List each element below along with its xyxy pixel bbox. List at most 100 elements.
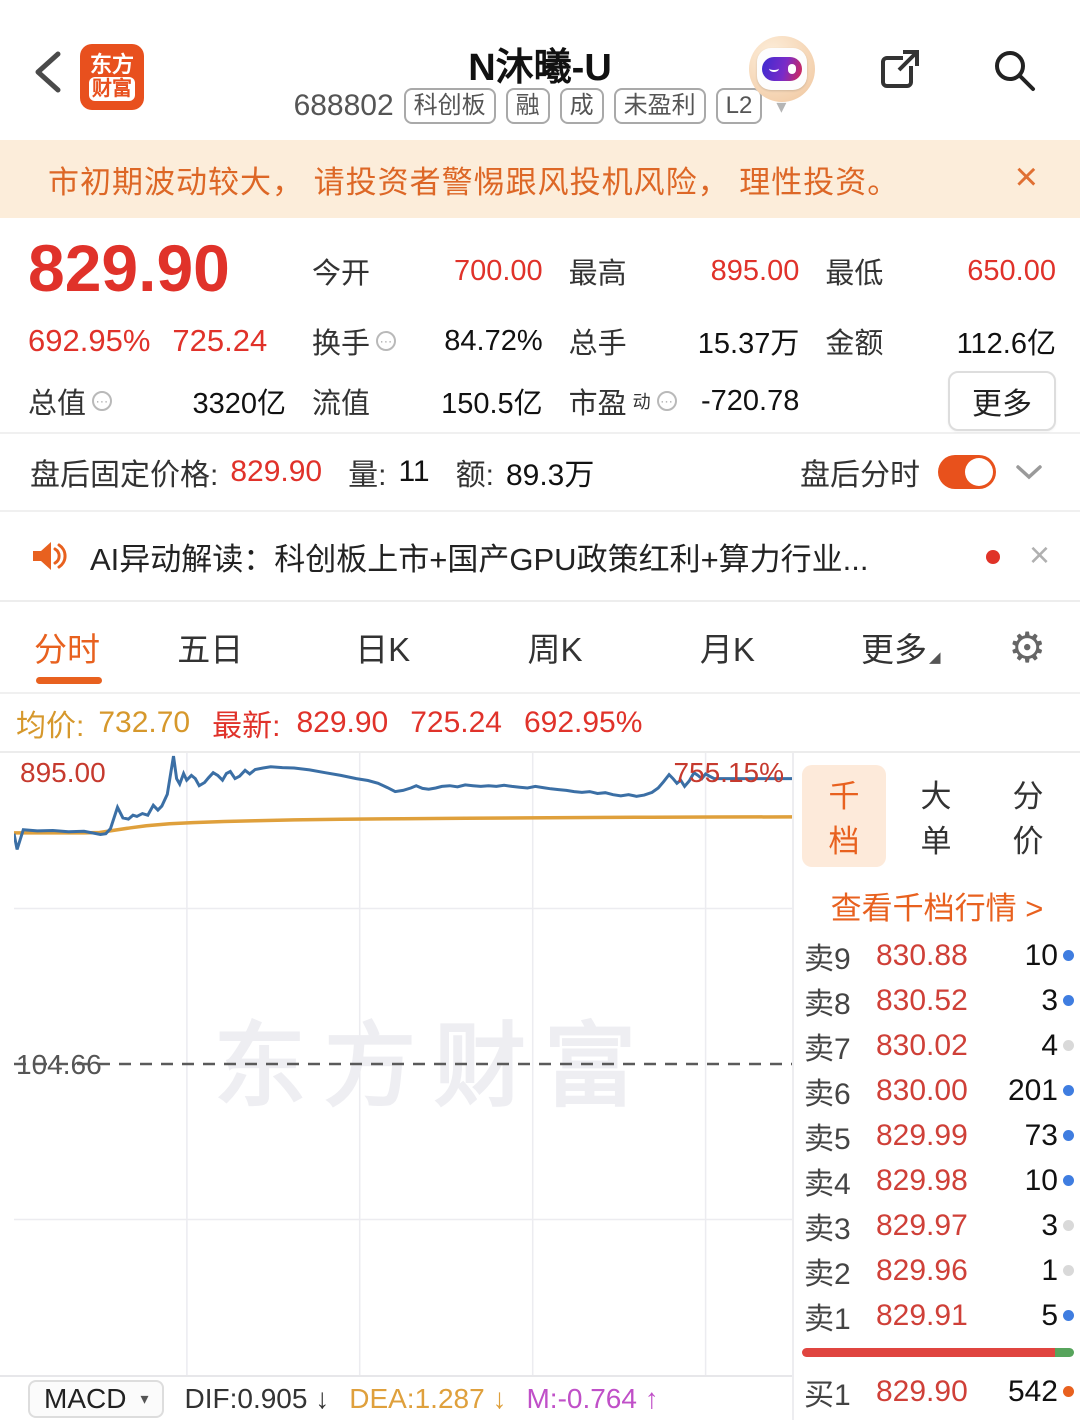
logo-line1: 东方 — [89, 52, 134, 77]
order-volume: 542 — [1007, 1374, 1058, 1408]
orderbook-tab-priceband[interactable]: 分价 — [1012, 779, 1044, 859]
info-icon[interactable]: ⋯ — [92, 391, 113, 411]
order-price: 829.90 — [876, 1374, 968, 1408]
order-volume: 3 — [1041, 1208, 1058, 1242]
order-price: 829.96 — [876, 1253, 968, 1287]
buy-sell-ratio-bar — [802, 1348, 1074, 1357]
orderbook-row[interactable]: 卖7 830.02 4 — [794, 1023, 1080, 1068]
tab-5day[interactable]: 五日 — [177, 631, 244, 668]
search-icon[interactable] — [988, 44, 1040, 96]
orderbook-row[interactable]: 卖3 829.97 3 — [794, 1203, 1080, 1248]
macd-dif: DIF:0.905 ↓ — [184, 1382, 330, 1414]
stock-code-row[interactable]: 688802 科创板 融 成 未盈利 L2 ▾ — [0, 88, 1080, 124]
after-hours-amt: 89.3万 — [505, 459, 595, 492]
order-price: 830.52 — [876, 983, 968, 1017]
indicator-bar: MACD ▾ DIF:0.905 ↓ DEA:1.287 ↓ M:-0.764 … — [0, 1375, 792, 1420]
order-flag-dot — [1063, 1386, 1074, 1397]
price-line — [14, 755, 792, 850]
order-price: 830.02 — [876, 1028, 968, 1062]
watermark: 东方财富 — [214, 1016, 654, 1118]
chevron-down-icon[interactable] — [1014, 463, 1044, 481]
last-price: 829.90 — [28, 231, 230, 305]
after-hours-price: 829.90 — [230, 455, 323, 488]
order-volume: 3 — [1041, 983, 1058, 1017]
order-level: 卖4 — [804, 1167, 851, 1201]
stat-float-cap: 流值 150.5亿 — [312, 388, 543, 420]
order-level: 卖2 — [804, 1257, 851, 1291]
view-thousand-link[interactable]: 查看千档行情 > — [830, 891, 1044, 926]
order-volume: 73 — [1024, 1118, 1058, 1152]
orderbook-row[interactable]: 卖5 829.99 73 — [794, 1113, 1080, 1158]
badge-l2: L2 — [715, 88, 763, 124]
orderbook-row[interactable]: 卖2 829.96 1 — [794, 1248, 1080, 1293]
period-tabs: 分时 五日 日K 周K 月K 更多 ◢ ⚙ — [0, 602, 1080, 694]
badge-star-market: 科创板 — [403, 88, 496, 124]
macd-m: M:-0.764 ↑ — [526, 1382, 659, 1414]
ai-insight-bar[interactable]: AI异动解读：科创板上市+国产GPU政策红利+算力行业... × — [0, 512, 1080, 602]
tab-weekly-k[interactable]: 周K — [527, 631, 583, 668]
after-hours-toggle[interactable] — [938, 455, 996, 489]
tab-intraday[interactable]: 分时 — [34, 602, 124, 692]
tab-daily-k[interactable]: 日K — [355, 631, 411, 668]
eastmoney-logo[interactable]: 东方 财富 — [80, 44, 144, 110]
order-flag-dot — [1063, 995, 1074, 1006]
after-hours-label: 盘后固定价格: — [30, 459, 219, 492]
chart-percent-label: 755.15% — [673, 757, 784, 788]
order-level: 买2 — [804, 1415, 876, 1420]
orderbook-row[interactable]: 卖1 829.91 5 — [794, 1293, 1080, 1338]
logo-line2: 财富 — [89, 77, 135, 101]
speaker-icon — [33, 542, 67, 570]
order-price: 829.99 — [876, 1118, 968, 1152]
stat-open: 今开 700.00 — [312, 254, 543, 291]
after-hours-vol: 11 — [398, 455, 430, 488]
assistant-avatar[interactable] — [749, 36, 815, 102]
chevron-down-icon: ▾ — [140, 1390, 149, 1408]
order-volume: 5 — [1041, 1298, 1058, 1332]
orderbook-row[interactable]: 买2829.892 — [794, 1414, 1080, 1420]
back-icon[interactable] — [28, 48, 72, 96]
risk-warning-text: 市初期波动较大， 请投资者警惕跟风投机风险， 理性投资。 — [48, 164, 900, 200]
gear-icon[interactable]: ⚙ — [1008, 623, 1047, 671]
orderbook-row[interactable]: 卖4 829.98 10 — [794, 1158, 1080, 1203]
chevron-down-icon[interactable]: ▾ — [776, 95, 787, 118]
orderbook-row[interactable]: 买1 829.90 542 — [794, 1369, 1080, 1414]
orderbook-tab-bigorders[interactable]: 大单 — [920, 779, 952, 859]
banner-close-icon[interactable]: × — [1014, 155, 1038, 199]
orderbook-row[interactable]: 卖8 830.52 3 — [794, 978, 1080, 1023]
order-flag-dot — [1063, 1265, 1074, 1276]
order-flag-dot — [1063, 1040, 1074, 1051]
after-hours-row: 盘后固定价格: 829.90 量: 11 额: 89.3万 盘后分时 — [0, 432, 1080, 512]
chart-legend: 均价: 732.70 最新: 829.90 725.24 692.95% — [0, 694, 1080, 753]
info-icon[interactable]: ⋯ — [376, 331, 397, 351]
after-hours-amt-label: 额: — [455, 459, 494, 492]
stat-low: 最低 650.00 — [825, 254, 1056, 291]
change-amount: 725.24 — [172, 323, 268, 358]
stat-high: 最高 895.00 — [568, 254, 800, 291]
ai-bar-close-icon[interactable]: × — [1028, 534, 1050, 575]
price-change: 692.95% 725.24 — [28, 310, 286, 372]
more-button[interactable]: 更多 — [948, 371, 1056, 431]
orderbook-row[interactable]: 卖9 830.88 10 — [794, 933, 1080, 978]
intraday-chart[interactable]: 东方财富 104.66 895.00 755.15% — [0, 753, 792, 1375]
info-icon[interactable]: ⋯ — [656, 391, 677, 411]
ai-insight-text: AI异动解读：科创板上市+国产GPU政策红利+算力行业... — [90, 541, 869, 577]
order-level: 卖1 — [804, 1302, 851, 1336]
order-price: 829.98 — [876, 1163, 968, 1197]
orderbook-row[interactable]: 卖6 830.00 201 — [794, 1068, 1080, 1113]
average-price-line — [14, 815, 792, 835]
order-level: 卖8 — [804, 987, 851, 1021]
share-icon[interactable] — [873, 44, 925, 96]
order-price: 829.91 — [876, 1298, 968, 1332]
badge-cheng: 成 — [559, 88, 604, 124]
quote-summary: 829.90 692.95% 725.24 今开 700.00 最高 895.0… — [0, 218, 1080, 432]
tab-more[interactable]: 更多 ◢ — [861, 631, 941, 668]
chart-canvas: 东方财富 104.66 — [14, 753, 792, 1375]
orderbook-tab-thousand[interactable]: 千档 — [802, 765, 886, 867]
order-price: 830.00 — [876, 1073, 968, 1107]
stat-volume: 总手 15.37万 — [568, 328, 800, 360]
indicator-selector[interactable]: MACD ▾ — [28, 1379, 165, 1418]
tab-monthly-k[interactable]: 月K — [699, 631, 755, 668]
badge-margin: 融 — [505, 88, 550, 124]
order-level: 卖6 — [804, 1077, 851, 1111]
order-volume: 4 — [1041, 1028, 1058, 1062]
